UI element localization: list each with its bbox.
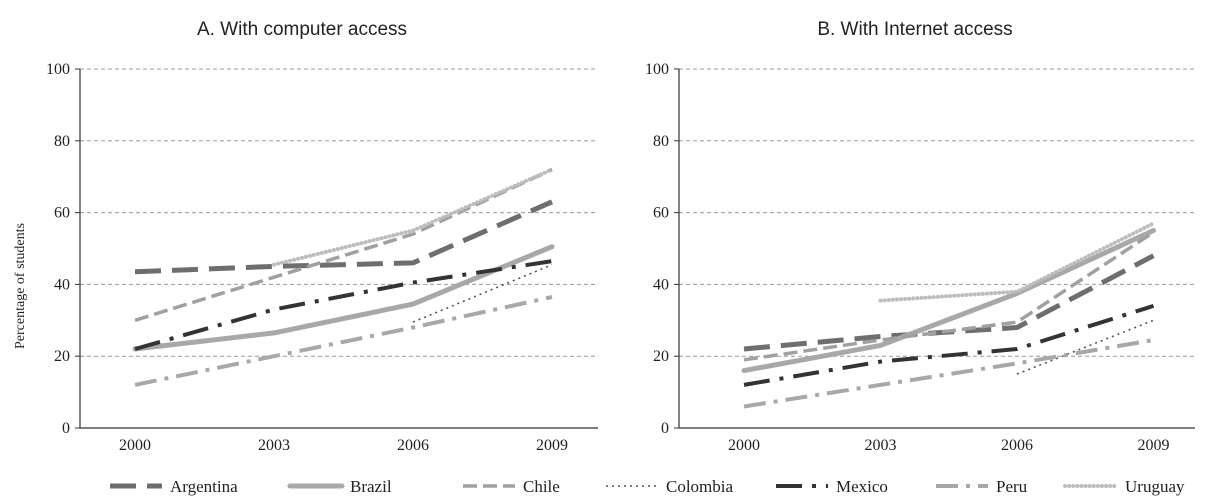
panel-a-x-tick-label: 2003 bbox=[258, 437, 290, 454]
panel-b-y-tick-label: 60 bbox=[653, 205, 669, 222]
panel-a-y-tick-label: 80 bbox=[54, 133, 70, 150]
panel-b-x-tick-label: 2003 bbox=[865, 437, 897, 454]
panel-a-series-mexico bbox=[134, 259, 553, 351]
legend-label-argentina: Argentina bbox=[170, 477, 238, 496]
y-axis-label: Percentage of students bbox=[13, 223, 28, 349]
panel-a-series-brazil bbox=[132, 244, 555, 352]
panel-a-x-tick-label: 2006 bbox=[397, 437, 429, 454]
legend-label-brazil: Brazil bbox=[350, 477, 392, 496]
panel-b-y-tick-label: 80 bbox=[653, 133, 669, 150]
legend: Argentina Brazil Chile Colombia Mexico Peru Ur… bbox=[110, 477, 1185, 496]
panel-b: B. With Internet access 0 20 40 60 80 100 2000… bbox=[645, 19, 1195, 454]
panel-b-y-tick-label: 100 bbox=[645, 61, 669, 78]
panel-b-x-tick-label: 2000 bbox=[728, 437, 760, 454]
panel-a-y-tick-label: 40 bbox=[54, 276, 70, 293]
legend-label-mexico: Mexico bbox=[836, 477, 888, 496]
panel-a-series-argentina bbox=[134, 199, 554, 275]
panel-b-series-argentina bbox=[743, 253, 1155, 352]
panel-a-title: A. With computer access bbox=[197, 19, 407, 40]
panel-b-plot: 0 20 40 60 80 100 2000 2003 2006 2009 bbox=[645, 61, 1195, 454]
panel-a-series-uruguay bbox=[272, 167, 554, 267]
panel-b-x-tick-label: 2009 bbox=[1138, 437, 1170, 454]
panel-a-y-tick-label: 20 bbox=[54, 348, 70, 365]
panel-a-series-peru bbox=[134, 295, 553, 387]
legend-label-uruguay: Uruguay bbox=[1125, 477, 1185, 496]
panel-b-y-tick-label: 0 bbox=[661, 420, 669, 437]
panel-b-series-chile bbox=[743, 230, 1155, 362]
panel-b-y-tick-label: 20 bbox=[653, 348, 669, 365]
panel-b-y-tick-label: 40 bbox=[653, 276, 669, 293]
panel-b-x-tick-label: 2006 bbox=[1001, 437, 1033, 454]
legend-label-chile: Chile bbox=[523, 477, 560, 496]
panel-a-series-colombia bbox=[412, 263, 553, 323]
panel-a-plot: 0 20 40 60 80 100 2000 2003 2006 2009 bbox=[46, 61, 598, 454]
panel-b-series-uruguay bbox=[878, 221, 1156, 303]
panel-b-title: B. With Internet access bbox=[817, 19, 1012, 40]
legend-label-peru: Peru bbox=[996, 477, 1028, 496]
legend-label-colombia: Colombia bbox=[666, 477, 734, 496]
panel-a-y-tick-label: 0 bbox=[62, 420, 70, 437]
panel-a-x-tick-label: 2009 bbox=[536, 437, 568, 454]
panel-a-y-tick-label: 60 bbox=[54, 205, 70, 222]
panel-a-y-tick-label: 100 bbox=[46, 61, 70, 78]
panel-a-x-tick-label: 2000 bbox=[119, 437, 151, 454]
panel-b-series-colombia bbox=[1016, 319, 1154, 375]
panel-b-series-peru bbox=[743, 338, 1154, 409]
panel-b-series-mexico bbox=[743, 303, 1155, 387]
panel-a: A. With computer access Percentage of st… bbox=[13, 19, 598, 454]
panel-b-series-brazil bbox=[741, 228, 1156, 374]
